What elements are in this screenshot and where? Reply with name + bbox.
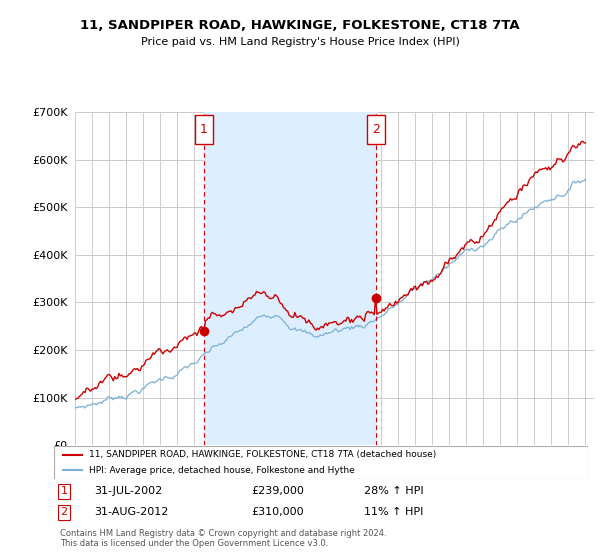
Text: 28% ↑ HPI: 28% ↑ HPI bbox=[364, 487, 424, 496]
Text: 1: 1 bbox=[61, 487, 67, 496]
FancyBboxPatch shape bbox=[367, 115, 385, 144]
Text: Contains HM Land Registry data © Crown copyright and database right 2024.: Contains HM Land Registry data © Crown c… bbox=[61, 529, 387, 538]
Text: 31-JUL-2002: 31-JUL-2002 bbox=[94, 487, 162, 496]
Text: This data is licensed under the Open Government Licence v3.0.: This data is licensed under the Open Gov… bbox=[61, 539, 329, 548]
Text: Price paid vs. HM Land Registry's House Price Index (HPI): Price paid vs. HM Land Registry's House … bbox=[140, 37, 460, 47]
FancyBboxPatch shape bbox=[54, 446, 588, 479]
Text: 2: 2 bbox=[61, 507, 68, 517]
Bar bbox=[204, 112, 376, 445]
Text: £310,000: £310,000 bbox=[251, 507, 304, 517]
Text: 11, SANDPIPER ROAD, HAWKINGE, FOLKESTONE, CT18 7TA (detached house): 11, SANDPIPER ROAD, HAWKINGE, FOLKESTONE… bbox=[89, 450, 436, 459]
Text: £239,000: £239,000 bbox=[251, 487, 304, 496]
FancyBboxPatch shape bbox=[195, 115, 213, 144]
Text: 11% ↑ HPI: 11% ↑ HPI bbox=[364, 507, 423, 517]
Text: 31-AUG-2012: 31-AUG-2012 bbox=[94, 507, 169, 517]
Text: HPI: Average price, detached house, Folkestone and Hythe: HPI: Average price, detached house, Folk… bbox=[89, 466, 355, 475]
Text: 11, SANDPIPER ROAD, HAWKINGE, FOLKESTONE, CT18 7TA: 11, SANDPIPER ROAD, HAWKINGE, FOLKESTONE… bbox=[80, 18, 520, 32]
Text: 1: 1 bbox=[200, 123, 208, 136]
Text: 2: 2 bbox=[372, 123, 380, 136]
